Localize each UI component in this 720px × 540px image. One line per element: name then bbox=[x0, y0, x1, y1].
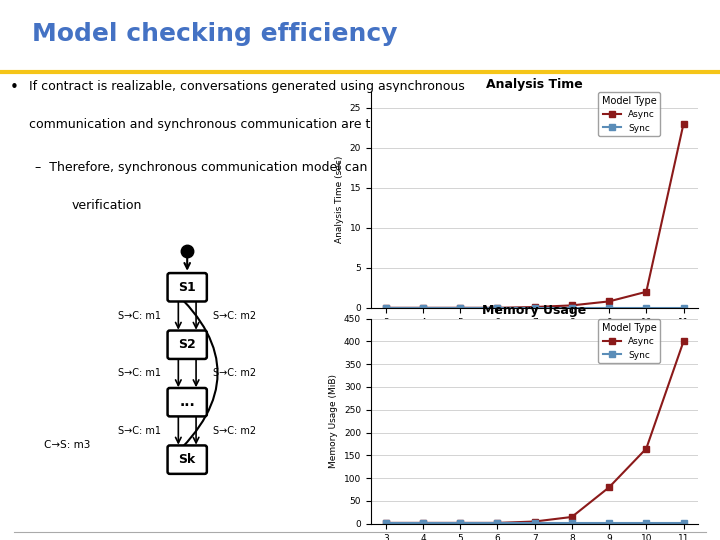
Async bbox=[530, 518, 539, 525]
Async bbox=[642, 446, 651, 452]
Sync bbox=[567, 305, 576, 311]
Sync bbox=[642, 305, 651, 311]
Text: S→C: m1: S→C: m1 bbox=[118, 368, 161, 379]
Async bbox=[679, 120, 688, 127]
Text: S→C: m2: S→C: m2 bbox=[213, 311, 256, 321]
Async bbox=[418, 305, 427, 311]
Async bbox=[418, 519, 427, 526]
FancyBboxPatch shape bbox=[168, 446, 207, 474]
Sync bbox=[493, 305, 502, 311]
X-axis label: k: k bbox=[531, 332, 539, 342]
Text: S1: S1 bbox=[179, 281, 196, 294]
Sync bbox=[679, 519, 688, 526]
Sync bbox=[418, 305, 427, 311]
Async bbox=[456, 305, 464, 311]
Text: S→C: m2: S→C: m2 bbox=[213, 368, 256, 379]
Text: S2: S2 bbox=[179, 338, 196, 351]
Async bbox=[493, 519, 502, 526]
Sync bbox=[456, 305, 464, 311]
Async bbox=[567, 514, 576, 520]
Sync bbox=[382, 519, 390, 526]
Legend: Async, Sync: Async, Sync bbox=[598, 319, 660, 363]
Async bbox=[605, 298, 613, 305]
Sync bbox=[605, 519, 613, 526]
Text: verification: verification bbox=[72, 199, 143, 212]
Async bbox=[456, 519, 464, 526]
Text: C→S: m3: C→S: m3 bbox=[44, 440, 90, 449]
Title: Analysis Time: Analysis Time bbox=[486, 78, 583, 91]
Async bbox=[679, 338, 688, 345]
Line: Sync: Sync bbox=[383, 520, 686, 525]
Y-axis label: Analysis Time (sec): Analysis Time (sec) bbox=[335, 156, 344, 244]
Text: S→C: m1: S→C: m1 bbox=[118, 311, 161, 321]
Text: S→C: m1: S→C: m1 bbox=[118, 426, 161, 436]
Async bbox=[642, 288, 651, 295]
Async bbox=[567, 302, 576, 309]
Sync bbox=[530, 305, 539, 311]
FancyBboxPatch shape bbox=[168, 273, 207, 301]
Text: ...: ... bbox=[179, 395, 195, 409]
Text: –  Therefore, synchronous communication model can be used for: – Therefore, synchronous communication m… bbox=[35, 161, 442, 174]
Text: S→C: m2: S→C: m2 bbox=[213, 426, 256, 436]
Sync bbox=[456, 519, 464, 526]
Sync bbox=[679, 305, 688, 311]
Sync bbox=[567, 519, 576, 526]
Sync bbox=[605, 305, 613, 311]
Sync bbox=[382, 305, 390, 311]
Text: If contract is realizable, conversations generated using asynchronous: If contract is realizable, conversations… bbox=[29, 80, 465, 93]
Async bbox=[493, 305, 502, 311]
Text: Model checking efficiency: Model checking efficiency bbox=[32, 22, 398, 46]
Async bbox=[605, 484, 613, 490]
Text: communication and synchronous communication are the same: communication and synchronous communicat… bbox=[29, 118, 424, 131]
Async bbox=[382, 519, 390, 526]
Sync bbox=[493, 519, 502, 526]
FancyBboxPatch shape bbox=[168, 388, 207, 416]
Async bbox=[530, 304, 539, 310]
FancyBboxPatch shape bbox=[168, 330, 207, 359]
Text: Sk: Sk bbox=[179, 453, 196, 466]
Line: Async: Async bbox=[383, 121, 686, 310]
Y-axis label: Memory Usage (MiB): Memory Usage (MiB) bbox=[329, 374, 338, 468]
Line: Async: Async bbox=[383, 339, 686, 525]
Sync bbox=[418, 519, 427, 526]
Sync bbox=[530, 519, 539, 526]
Sync bbox=[642, 519, 651, 526]
Legend: Async, Sync: Async, Sync bbox=[598, 92, 660, 136]
Line: Sync: Sync bbox=[383, 305, 686, 310]
Title: Memory Usage: Memory Usage bbox=[482, 305, 587, 318]
Async bbox=[382, 305, 390, 311]
Text: •: • bbox=[10, 80, 19, 96]
